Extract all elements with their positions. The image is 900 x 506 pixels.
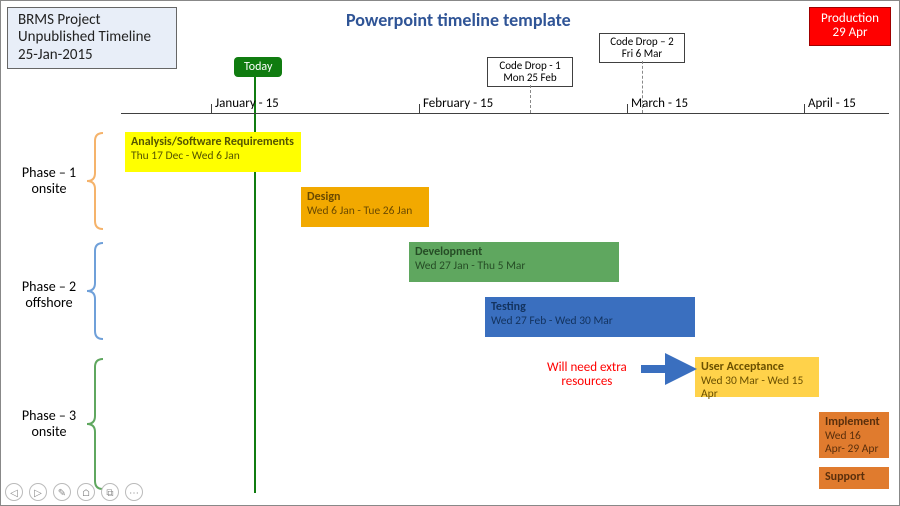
task-title: Development bbox=[415, 246, 613, 260]
phase-brace bbox=[85, 357, 103, 491]
task-title: Support bbox=[825, 471, 883, 485]
info-line: Unpublished Timeline bbox=[18, 29, 166, 46]
task-dates: Thu 17 Dec - Wed 6 Jan bbox=[131, 149, 240, 163]
task-bar: TestingWed 27 Feb - Wed 30 Mar bbox=[485, 297, 695, 337]
task-title: Design bbox=[307, 191, 423, 205]
axis-label: March - 15 bbox=[631, 96, 688, 111]
toolbar-button[interactable]: ⌂ bbox=[77, 483, 95, 501]
task-dates: Wed 27 Jan - Thu 5 Mar bbox=[415, 259, 525, 273]
task-title: Implement bbox=[825, 416, 883, 430]
info-line: 25-Jan-2015 bbox=[18, 47, 166, 64]
production-box: Production29 Apr bbox=[809, 7, 891, 46]
axis-tick bbox=[627, 104, 628, 114]
milestone-line bbox=[530, 85, 531, 113]
task-bar: Support bbox=[819, 467, 889, 489]
task-bar: User AcceptanceWed 30 Mar - Wed 15 Apr bbox=[695, 357, 819, 397]
axis-tick bbox=[419, 104, 420, 114]
milestone-box: Code Drop – 2Fri 6 Mar bbox=[599, 33, 685, 63]
task-bar: DevelopmentWed 27 Jan - Thu 5 Mar bbox=[409, 242, 619, 282]
task-bar: ImplementWed 16 Apr- 29 Apr bbox=[819, 412, 889, 458]
task-title: Testing bbox=[491, 301, 689, 315]
phase-brace bbox=[85, 241, 103, 341]
info-line: BRMS Project bbox=[18, 12, 166, 29]
task-dates: Wed 16 Apr- 29 Apr bbox=[825, 429, 878, 456]
project-info-box: BRMS ProjectUnpublished Timeline25-Jan-2… bbox=[7, 7, 177, 69]
axis-label: April - 15 bbox=[808, 96, 856, 111]
today-flag: Today bbox=[234, 57, 282, 77]
phase-brace bbox=[85, 131, 103, 231]
toolbar-button[interactable]: ⧉ bbox=[101, 483, 119, 501]
prod-line: 29 Apr bbox=[820, 26, 880, 40]
axis-tick bbox=[211, 104, 212, 114]
toolbar-button[interactable]: ⋯ bbox=[125, 483, 143, 501]
axis-label: January - 15 bbox=[215, 96, 279, 111]
task-bar: DesignWed 6 Jan - Tue 26 Jan bbox=[301, 187, 429, 227]
toolbar-button[interactable]: ▷ bbox=[29, 483, 47, 501]
phase-label: Phase – 3onsite bbox=[15, 408, 83, 440]
phase-label: Phase – 1onsite bbox=[15, 165, 83, 197]
axis-tick bbox=[804, 104, 805, 114]
task-dates: Wed 30 Mar - Wed 15 Apr bbox=[701, 374, 803, 401]
timeline-axis: January - 15February - 15March - 15April… bbox=[121, 113, 889, 114]
toolbar-button[interactable]: ◁ bbox=[5, 483, 23, 501]
axis-label: February - 15 bbox=[423, 96, 493, 111]
task-title: User Acceptance bbox=[701, 361, 813, 375]
task-bar: Analysis/Software RequirementsThu 17 Dec… bbox=[125, 132, 301, 172]
prod-line: Production bbox=[820, 12, 880, 26]
annotation-text: Will need extraresources bbox=[547, 361, 627, 390]
task-title: Analysis/Software Requirements bbox=[131, 136, 295, 150]
slide-toolbar: ◁ ▷ ✎ ⌂ ⧉ ⋯ bbox=[5, 483, 143, 501]
toolbar-button[interactable]: ✎ bbox=[53, 483, 71, 501]
slide-title: Powerpoint timeline template bbox=[346, 9, 571, 31]
timeline-slide: BRMS ProjectUnpublished Timeline25-Jan-2… bbox=[0, 0, 900, 506]
phase-label: Phase – 2offshore bbox=[15, 279, 83, 311]
milestone-box: Code Drop - 1Mon 25 Feb bbox=[487, 57, 573, 87]
task-dates: Wed 6 Jan - Tue 26 Jan bbox=[307, 204, 412, 218]
task-dates: Wed 27 Feb - Wed 30 Mar bbox=[491, 314, 613, 328]
